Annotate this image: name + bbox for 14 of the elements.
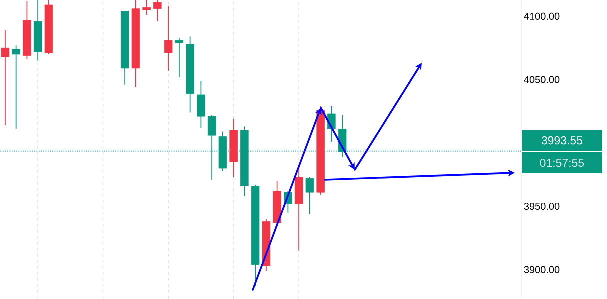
candlestick bbox=[1, 30, 10, 126]
text: 01:57:55 bbox=[540, 158, 584, 168]
y-tick-label: 3900.00 bbox=[524, 266, 560, 274]
y-tick-label: 4100.00 bbox=[524, 12, 560, 20]
candlestick bbox=[142, 0, 151, 16]
candlestick bbox=[306, 176, 314, 215]
candlestick bbox=[175, 38, 184, 78]
candlestick bbox=[154, 0, 162, 22]
y-tick-label: 4050.00 bbox=[524, 76, 560, 84]
y-tick-label: 3950.00 bbox=[524, 202, 560, 210]
candlestick bbox=[12, 45, 20, 130]
ref-line-label: 3993.55 bbox=[542, 136, 582, 145]
candlestick bbox=[197, 80, 206, 128]
candlestick bbox=[164, 6, 173, 72]
